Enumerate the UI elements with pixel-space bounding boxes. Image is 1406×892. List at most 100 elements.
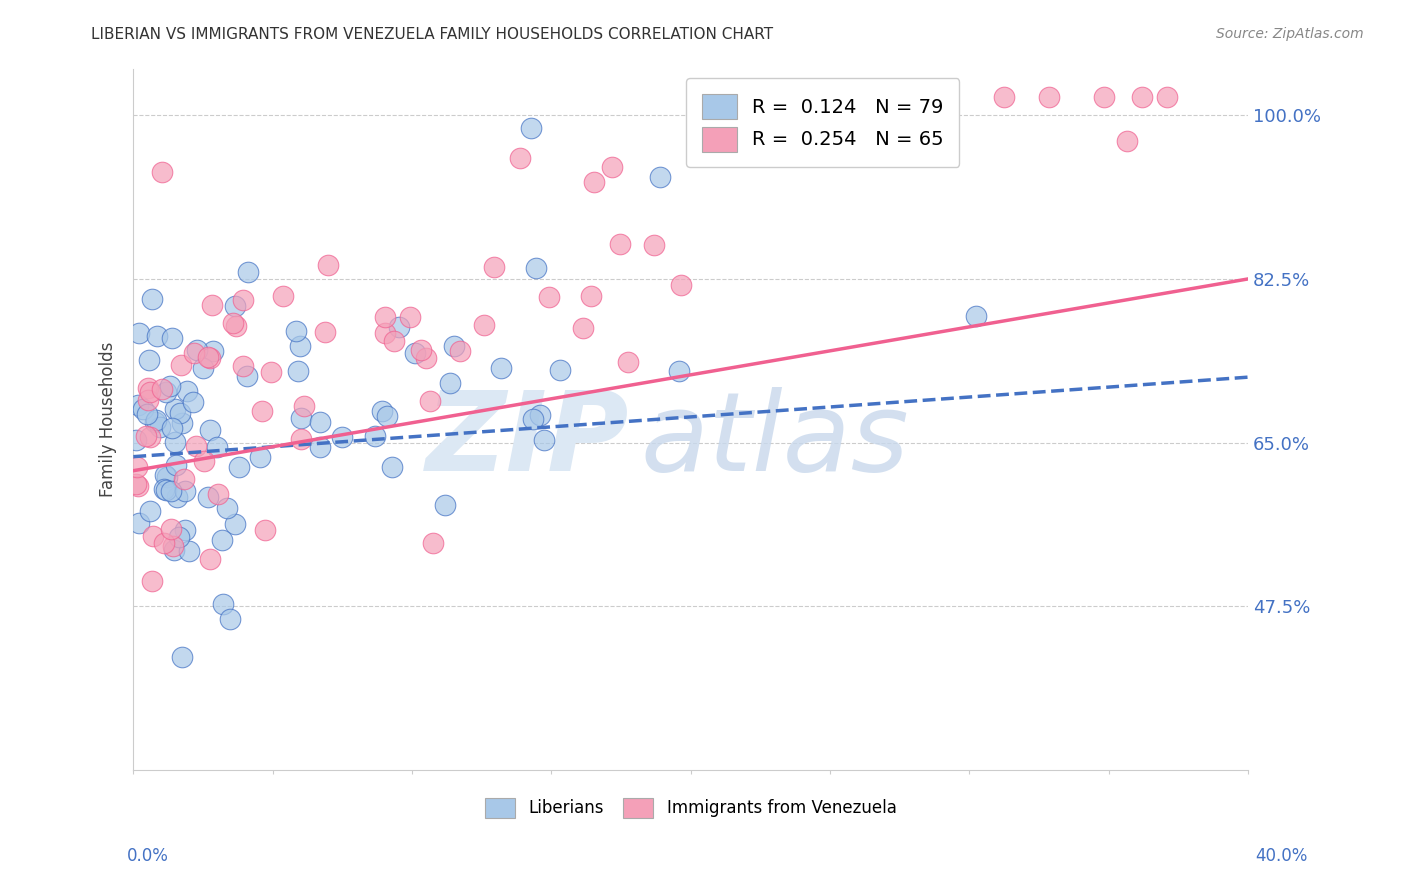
Point	[150, 382, 173, 396]
Point	[232, 293, 254, 307]
Point	[169, 358, 191, 372]
Point	[173, 483, 195, 498]
Point	[127, 398, 149, 412]
Point	[434, 498, 457, 512]
Point	[197, 350, 219, 364]
Point	[142, 529, 165, 543]
Point	[160, 522, 183, 536]
Point	[443, 339, 465, 353]
Point	[449, 344, 471, 359]
Point	[152, 536, 174, 550]
Point	[138, 353, 160, 368]
Point	[374, 326, 396, 340]
Point	[160, 421, 183, 435]
Point	[965, 309, 987, 323]
Point	[197, 490, 219, 504]
Point	[250, 404, 273, 418]
Point	[145, 413, 167, 427]
Point	[522, 412, 544, 426]
Point	[167, 531, 190, 545]
Point	[290, 339, 312, 353]
Point	[489, 360, 512, 375]
Point	[207, 487, 229, 501]
Point	[143, 415, 166, 429]
Point	[419, 393, 441, 408]
Point	[125, 477, 148, 491]
Point	[177, 544, 200, 558]
Point	[364, 429, 387, 443]
Point	[609, 236, 631, 251]
Point	[474, 318, 496, 332]
Point	[548, 363, 571, 377]
Point	[128, 516, 150, 531]
Point	[136, 407, 159, 421]
Point	[193, 360, 215, 375]
Point	[882, 143, 904, 157]
Point	[146, 328, 169, 343]
Point	[211, 533, 233, 547]
Point	[533, 433, 555, 447]
Point	[181, 394, 204, 409]
Point	[309, 415, 332, 429]
Point	[409, 343, 432, 358]
Point	[183, 345, 205, 359]
Point	[155, 483, 177, 497]
Point	[381, 460, 404, 475]
Y-axis label: Family Households: Family Households	[100, 342, 117, 497]
Point	[1115, 134, 1137, 148]
Text: atlas: atlas	[640, 387, 910, 494]
Point	[371, 404, 394, 418]
Point	[125, 433, 148, 447]
Point	[538, 290, 561, 304]
Point	[127, 460, 149, 475]
Point	[165, 401, 187, 416]
Point	[169, 406, 191, 420]
Point	[201, 298, 224, 312]
Point	[201, 344, 224, 359]
Point	[308, 440, 330, 454]
Text: Source: ZipAtlas.com: Source: ZipAtlas.com	[1216, 27, 1364, 41]
Point	[198, 351, 221, 365]
Point	[228, 460, 250, 475]
Point	[579, 289, 602, 303]
Point	[141, 292, 163, 306]
Point	[150, 165, 173, 179]
Point	[236, 265, 259, 279]
Point	[170, 416, 193, 430]
Point	[170, 650, 193, 665]
Point	[439, 376, 461, 391]
Point	[249, 450, 271, 465]
Point	[165, 434, 187, 449]
Point	[156, 470, 179, 484]
Point	[149, 420, 172, 434]
Point	[174, 523, 197, 537]
Point	[284, 325, 307, 339]
Point	[200, 423, 222, 437]
Point	[1038, 89, 1060, 103]
Point	[648, 169, 671, 184]
Point	[482, 260, 505, 275]
Point	[225, 319, 247, 334]
Point	[193, 454, 215, 468]
Point	[316, 259, 339, 273]
Point	[388, 320, 411, 334]
Point	[153, 468, 176, 483]
Point	[509, 151, 531, 165]
Point	[224, 517, 246, 532]
Point	[254, 523, 277, 537]
Point	[415, 351, 437, 365]
Point	[993, 89, 1015, 103]
Point	[669, 278, 692, 293]
Text: 40.0%: 40.0%	[1256, 847, 1308, 865]
Point	[519, 120, 541, 135]
Point	[141, 574, 163, 588]
Point	[186, 343, 208, 357]
Point	[135, 429, 157, 443]
Point	[330, 430, 353, 444]
Point	[271, 289, 294, 303]
Point	[375, 409, 398, 423]
Point	[260, 365, 283, 379]
Point	[668, 363, 690, 377]
Point	[287, 364, 309, 378]
Point	[1156, 89, 1178, 103]
